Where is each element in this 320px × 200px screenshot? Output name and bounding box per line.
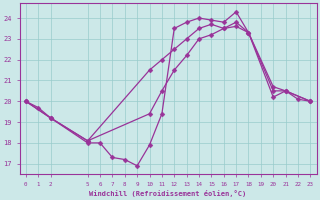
- X-axis label: Windchill (Refroidissement éolien,°C): Windchill (Refroidissement éolien,°C): [90, 190, 247, 197]
